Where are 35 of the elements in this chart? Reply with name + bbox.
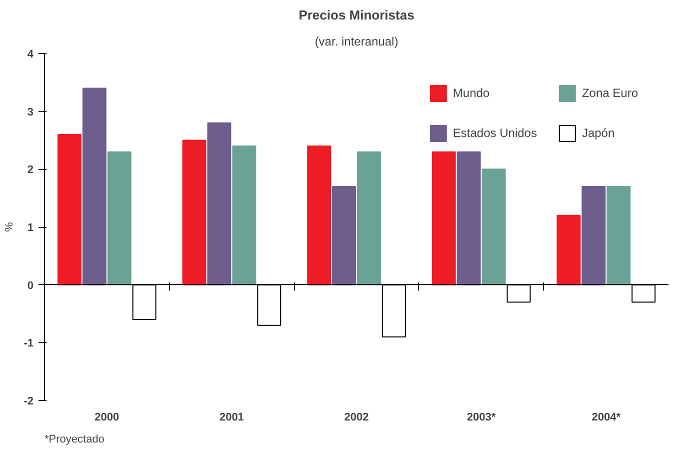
bar <box>606 186 631 286</box>
legend-label: Zona Euro <box>582 86 638 100</box>
legend-label: Japón <box>582 126 615 140</box>
bar <box>582 186 606 286</box>
bar <box>432 151 456 286</box>
y-tick-label: 4 <box>27 48 34 60</box>
bar <box>482 168 506 286</box>
bar <box>57 134 82 286</box>
bar <box>556 214 581 286</box>
text: *Proyectado <box>44 434 104 446</box>
bar <box>307 146 332 286</box>
bar <box>456 151 481 286</box>
x-tick-label: 2000 <box>94 412 120 424</box>
chart-subtitle: (var. interanual) <box>314 34 398 48</box>
y-tick-label: 3 <box>27 106 34 118</box>
bar <box>82 88 106 286</box>
legend-label: Estados Unidos <box>452 126 537 140</box>
y-tick-label: 0 <box>27 280 34 292</box>
bar <box>182 140 206 286</box>
y-tick-label: -1 <box>24 338 34 350</box>
bar <box>357 151 381 286</box>
x-tick-label: 2001 <box>219 412 244 424</box>
bar <box>232 146 256 286</box>
x-tick-label: 2002 <box>344 412 369 424</box>
x-tick-label: 2004* <box>592 412 622 424</box>
x-tick-label: 2003* <box>466 412 496 424</box>
chart-title: Precios Minoristas <box>298 8 414 22</box>
bar <box>207 122 232 286</box>
legend-label: Mundo <box>452 86 490 100</box>
y-axis-title: % <box>4 222 16 232</box>
bar <box>107 151 132 286</box>
y-tick-label: -2 <box>24 396 34 408</box>
bar <box>332 186 356 286</box>
y-tick-label: 2 <box>27 164 34 176</box>
y-tick-label: 1 <box>27 222 34 234</box>
